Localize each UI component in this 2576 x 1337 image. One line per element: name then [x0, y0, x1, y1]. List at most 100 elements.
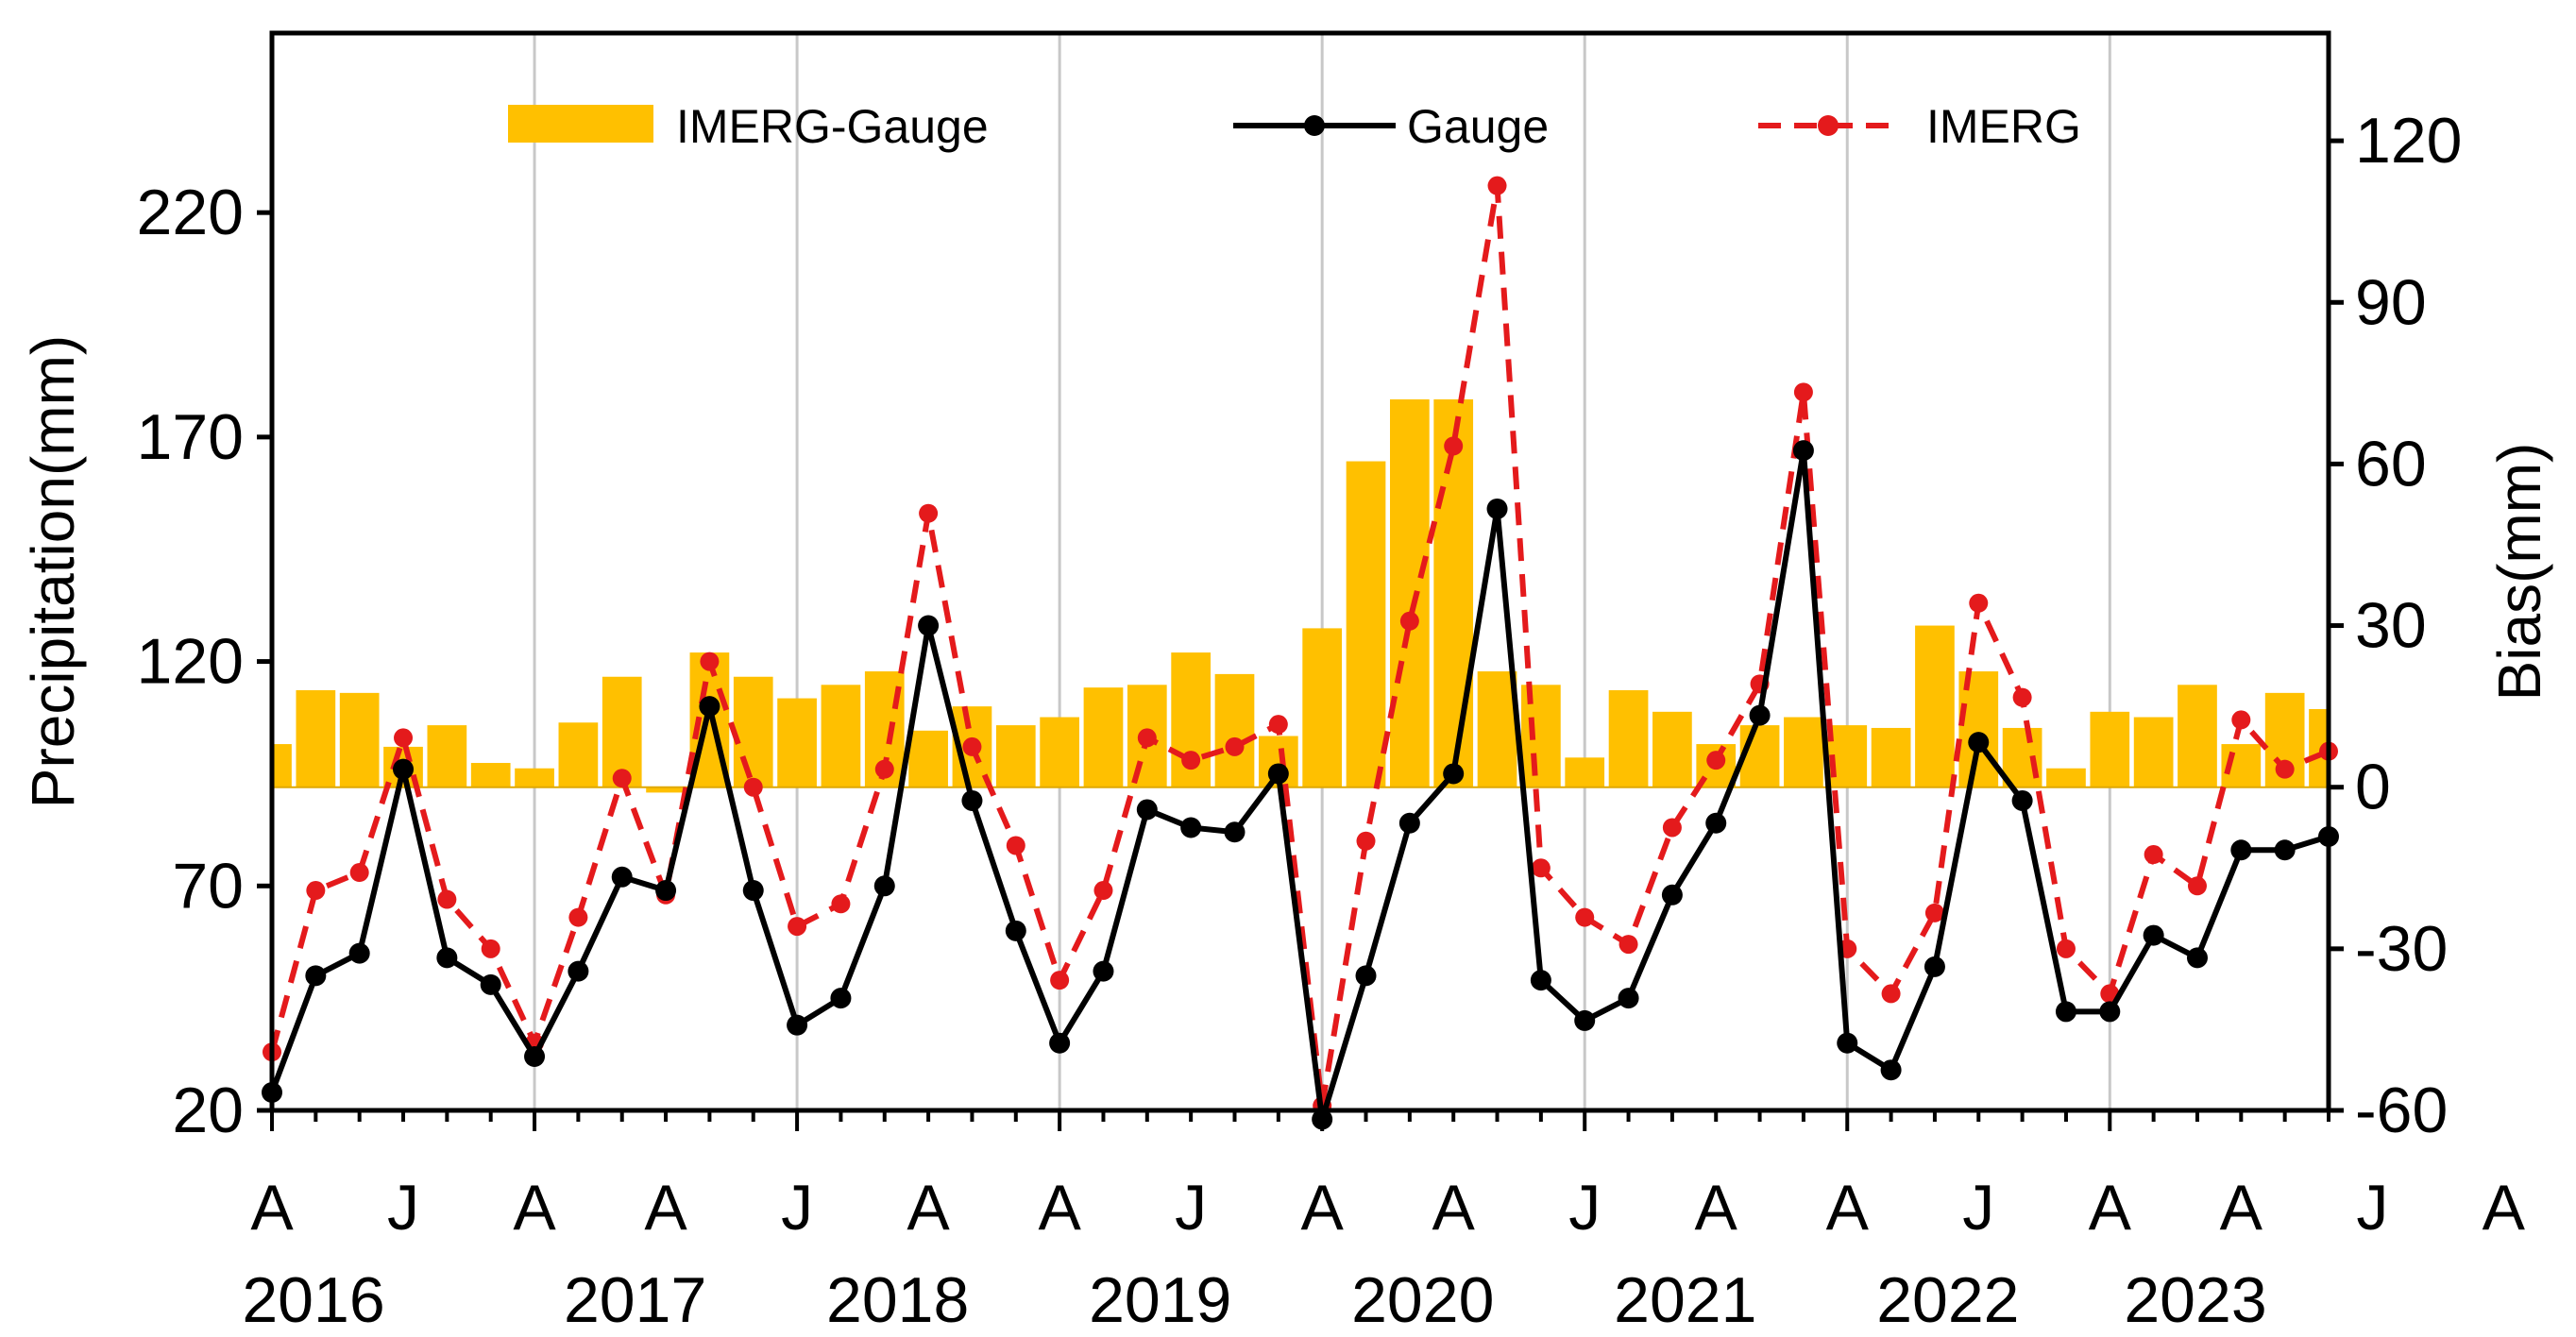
month-tick-label: A	[2483, 1172, 2526, 1244]
gauge-point	[655, 880, 677, 902]
bias-bar	[2309, 708, 2329, 787]
month-tick-label: A	[907, 1172, 950, 1244]
imerg-point	[349, 863, 369, 883]
imerg-point	[1444, 436, 1464, 456]
gauge-point	[568, 960, 589, 982]
year-label: 2020	[1351, 1264, 1494, 1332]
year-label: 2023	[2124, 1264, 2266, 1332]
gauge-point	[2186, 947, 2208, 969]
left-axis-tick-label: 120	[137, 626, 244, 698]
legend-label-gauge: Gauge	[1407, 100, 1549, 153]
bias-bar	[515, 768, 554, 787]
legend-label-imerg: IMERG	[1926, 100, 2081, 153]
gauge-point	[742, 880, 764, 902]
gauge-point	[2230, 839, 2252, 861]
right-axis-title: Bias(mm)	[2485, 443, 2553, 702]
gauge-point	[1661, 884, 1683, 905]
bias-bars	[272, 398, 2329, 793]
gauge-point	[830, 988, 852, 1009]
gauge-point	[305, 965, 327, 987]
month-tick-label: A	[513, 1172, 556, 1244]
imerg-point	[743, 777, 763, 797]
imerg-point	[612, 769, 632, 788]
bias-bar	[1346, 461, 1386, 787]
imerg-point	[306, 881, 326, 901]
gauge-point	[961, 789, 983, 811]
imerg-point	[1881, 984, 1901, 1004]
bias-bar	[2133, 717, 2174, 787]
imerg-point	[2012, 687, 2032, 707]
right-axis-tick-label: -60	[2355, 1075, 2448, 1146]
legend-label-imerg-gauge: IMERG-Gauge	[676, 100, 989, 153]
bias-bar	[1958, 671, 1999, 787]
gauge-point	[2143, 924, 2164, 946]
bias-bar	[1739, 725, 1780, 787]
bias-bar	[339, 692, 380, 787]
month-tick-label: A	[644, 1172, 687, 1244]
bias-bar	[995, 725, 1036, 787]
bias-bar	[427, 725, 467, 787]
gauge-point	[1880, 1059, 1902, 1081]
imerg-point	[1268, 715, 1288, 735]
gauge-point	[2274, 839, 2296, 861]
imerg-point	[394, 728, 414, 748]
imerg-point	[1006, 836, 1025, 855]
gauge-point	[1792, 440, 1814, 462]
bias-bar	[1565, 757, 1605, 787]
imerg-point	[2187, 876, 2207, 896]
right-axis-tick-label: 30	[2355, 590, 2427, 662]
gauge-point	[1136, 799, 1158, 821]
right-axis-tick-label: 90	[2355, 266, 2427, 338]
legend-swatch-imerg-gauge	[508, 105, 653, 143]
gauge-point	[436, 947, 458, 969]
imerg-point	[2056, 939, 2076, 958]
bias-bar	[1040, 717, 1079, 787]
bottom-axis: AJAAJAAJAAJAAJAAJAAJAAJA2016201720182019…	[242, 1110, 2526, 1336]
bias-bar	[558, 722, 599, 787]
gauge-point	[2099, 1001, 2121, 1023]
imerg-point	[831, 894, 851, 914]
bias-bar	[777, 698, 817, 787]
bias-bar	[1608, 690, 1649, 787]
gauge-point	[1486, 498, 1508, 519]
gauge-point	[1398, 812, 1420, 834]
imerg-point	[1618, 935, 1638, 955]
bias-bar	[646, 787, 686, 793]
imerg-point	[1181, 751, 1201, 770]
year-label: 2021	[1614, 1264, 1756, 1332]
imerg-point	[1399, 611, 1419, 631]
month-tick-label: A	[1695, 1172, 1738, 1244]
bias-bar	[470, 763, 511, 787]
imerg-point	[788, 917, 807, 937]
bias-bar	[821, 685, 861, 787]
right-axis-tick-label: 60	[2355, 428, 2427, 499]
gauge-point	[524, 1045, 546, 1067]
month-tick-label: J	[1175, 1172, 1207, 1244]
left-axis-title: Precipitation(mm)	[19, 335, 87, 808]
left-axis-tick-label: 20	[172, 1075, 244, 1146]
gauge-point	[1968, 732, 1990, 753]
imerg-point	[2275, 759, 2295, 779]
right-axis-tick-label: 120	[2355, 105, 2462, 177]
gauge-point	[699, 696, 720, 718]
imerg-point	[2144, 845, 2163, 865]
gauge-point	[1005, 920, 1026, 941]
right-axis-tick-label: 0	[2355, 752, 2391, 823]
gauge-point	[1443, 763, 1465, 785]
imerg-point	[1924, 903, 1944, 922]
gauge-point	[1267, 763, 1289, 785]
imerg-point	[568, 907, 588, 927]
legend-marker-imerg	[1818, 115, 1839, 136]
imerg-point	[1662, 818, 1682, 838]
imerg-line	[269, 182, 2330, 1109]
right-axis-tick-label: -30	[2355, 913, 2448, 985]
gauge-point	[2055, 1001, 2076, 1023]
bias-bar	[733, 676, 773, 787]
legend-marker-gauge	[1304, 115, 1325, 136]
bias-bar	[2046, 768, 2086, 787]
bias-bar	[1389, 398, 1430, 787]
gauge-line	[269, 448, 2330, 1123]
bias-bar	[1521, 685, 1561, 787]
